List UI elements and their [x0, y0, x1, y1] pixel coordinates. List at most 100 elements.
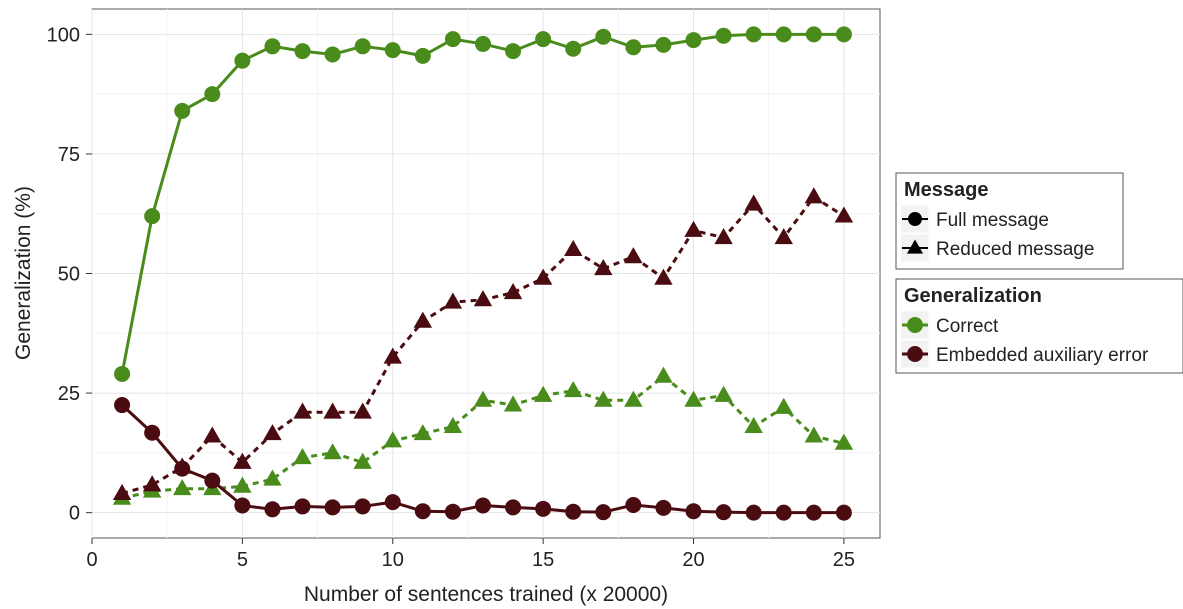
data-point	[775, 26, 792, 43]
data-point	[354, 38, 371, 55]
y-tick-label: 100	[47, 24, 80, 46]
data-point	[625, 496, 642, 513]
data-point	[353, 452, 372, 469]
data-point	[324, 499, 341, 516]
data-point	[234, 497, 251, 514]
data-point	[384, 494, 401, 511]
data-point	[233, 476, 252, 493]
data-point	[595, 28, 612, 45]
legend-label: Embedded auxiliary error	[936, 345, 1149, 366]
data-point	[594, 259, 613, 276]
data-point	[505, 43, 522, 60]
data-point	[294, 498, 311, 515]
data-point	[414, 503, 431, 520]
y-tick-label: 50	[58, 264, 80, 286]
data-point	[354, 498, 371, 515]
data-point	[474, 497, 491, 514]
data-point	[142, 475, 162, 492]
circle-marker-icon	[907, 317, 923, 333]
data-point	[565, 40, 582, 57]
data-point	[595, 504, 612, 521]
y-tick-label: 75	[58, 144, 80, 166]
data-point	[744, 416, 763, 433]
data-point	[774, 397, 793, 414]
x-tick-label: 25	[833, 549, 855, 571]
x-tick-label: 20	[682, 549, 704, 571]
data-point	[413, 311, 433, 328]
data-point	[775, 504, 792, 521]
data-point	[203, 426, 222, 443]
data-point	[684, 220, 703, 237]
data-point	[834, 433, 854, 450]
data-point	[473, 290, 493, 307]
data-point	[744, 194, 763, 211]
x-tick-label: 0	[86, 549, 97, 571]
x-tick-label: 15	[532, 549, 554, 571]
data-point	[233, 452, 252, 469]
legend-box	[895, 172, 1124, 270]
data-point	[685, 32, 702, 49]
data-point	[564, 239, 583, 257]
data-point	[474, 35, 491, 52]
x-tick-label: 10	[382, 549, 404, 571]
data-point	[564, 381, 583, 398]
data-point	[774, 227, 793, 245]
data-point	[293, 447, 312, 465]
data-point	[714, 227, 733, 245]
data-point	[805, 504, 822, 521]
data-point	[535, 31, 552, 48]
legend-message: Message Full message Reduced message	[895, 172, 1124, 270]
data-point	[655, 36, 672, 53]
data-point	[293, 402, 312, 419]
data-point	[323, 402, 342, 419]
data-point	[745, 26, 762, 43]
y-tick-label: 0	[69, 503, 80, 525]
circle-marker-icon	[907, 346, 923, 362]
data-point	[204, 472, 221, 489]
data-point	[804, 187, 824, 204]
axes: 0 5 10 15 20 25 0 25 50 75 100	[47, 24, 855, 571]
legend-label: Reduced message	[936, 239, 1094, 260]
legends: Message Full message Reduced message Genera…	[895, 172, 1183, 374]
legend-title: Message	[904, 179, 989, 201]
data-point	[383, 347, 402, 364]
data-point	[654, 366, 673, 383]
data-point	[834, 206, 854, 223]
y-tick-label: 25	[58, 383, 80, 405]
data-point	[565, 503, 582, 520]
legend-title: Generalization	[904, 285, 1042, 307]
data-point	[174, 460, 191, 477]
circle-marker-icon	[908, 212, 922, 226]
data-point	[505, 499, 522, 516]
data-point	[835, 26, 852, 43]
data-point	[323, 443, 342, 460]
data-point	[144, 424, 161, 441]
data-point	[264, 501, 281, 518]
data-point	[805, 26, 822, 43]
y-axis-title: Generalization (%)	[12, 186, 35, 360]
data-point	[443, 292, 463, 309]
data-point	[324, 46, 341, 63]
data-point	[503, 282, 523, 300]
data-point	[625, 39, 642, 56]
data-point	[263, 424, 282, 441]
legend-box	[895, 278, 1183, 374]
data-point	[715, 27, 732, 44]
data-series	[112, 26, 854, 521]
data-point	[444, 503, 461, 520]
data-point	[624, 247, 643, 264]
data-point	[685, 503, 702, 520]
data-point	[655, 499, 672, 516]
data-point	[114, 365, 131, 382]
data-point	[263, 469, 282, 486]
data-point	[204, 86, 221, 103]
x-axis-title: Number of sentences trained (x 20000)	[304, 583, 668, 606]
data-point	[444, 31, 461, 48]
data-point	[384, 42, 401, 59]
data-point	[443, 416, 463, 433]
data-point	[503, 395, 523, 412]
data-point	[353, 402, 372, 419]
data-point	[144, 208, 161, 225]
triangle-marker-icon	[906, 239, 924, 254]
